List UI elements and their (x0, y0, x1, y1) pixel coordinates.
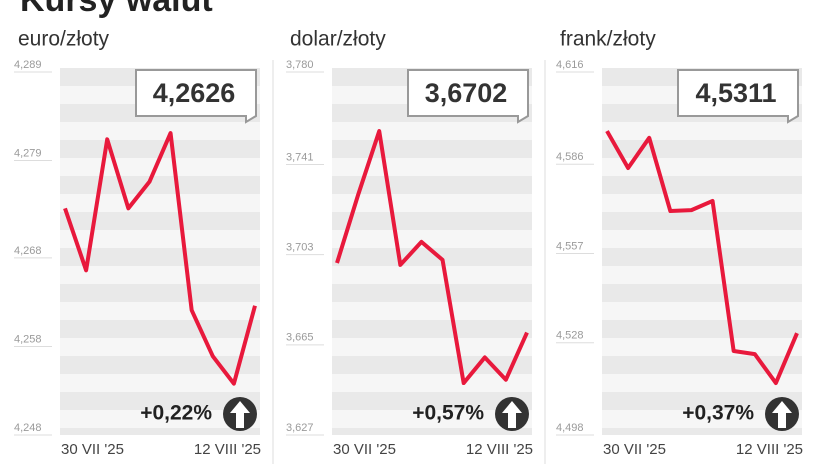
plot-stripe (60, 356, 260, 374)
line-series (63, 131, 257, 386)
plot-stripe (60, 320, 260, 338)
plot-stripe (602, 284, 802, 302)
plot-stripe (602, 212, 802, 230)
plot-stripe (602, 392, 802, 410)
plot-stripe (60, 122, 260, 140)
plot-stripe (332, 194, 532, 212)
plot-stripe (60, 158, 260, 176)
y-tick-label: 3,665 (286, 332, 314, 344)
plot-stripe (332, 356, 532, 374)
panel-title: euro/złoty (18, 28, 110, 51)
value-box (135, 69, 257, 124)
y-tick-label: 3,627 (286, 422, 314, 434)
plot-stripe (602, 176, 802, 194)
up-arrow-icon (502, 401, 522, 428)
plot-stripe (602, 158, 802, 176)
x-tick-label: 12 VIII '25 (194, 441, 261, 458)
y-tick-label: 4,528 (556, 330, 584, 342)
value-box-label: 4,2626 (153, 78, 236, 108)
plot-stripe (602, 230, 802, 248)
y-tick-label: 3,741 (286, 151, 314, 163)
up-arrow-icon (772, 401, 792, 428)
y-tick-label: 3,780 (286, 59, 314, 71)
plot-stripe (332, 248, 532, 266)
y-tick-label: 4,616 (556, 59, 584, 71)
plot-stripe (60, 230, 260, 248)
plot-stripe (60, 410, 260, 428)
panel-title: dolar/złoty (290, 28, 386, 51)
y-tick-label: 4,498 (556, 422, 584, 434)
plot-stripe (332, 338, 532, 356)
line-series (335, 129, 529, 386)
y-tick-label: 4,268 (14, 245, 42, 257)
plot-stripe (602, 374, 802, 392)
x-tick-label: 30 VII '25 (333, 441, 396, 458)
value-box (407, 69, 529, 124)
plot-stripe (60, 428, 260, 435)
y-tick-label: 4,289 (14, 59, 42, 71)
line-series (605, 130, 799, 386)
y-tick-label: 4,248 (14, 422, 42, 434)
x-tick-label: 30 VII '25 (61, 441, 124, 458)
plot-stripe (602, 320, 802, 338)
plot-stripe (602, 338, 802, 356)
plot-stripe (60, 266, 260, 284)
plot-stripe (60, 338, 260, 356)
value-box-label: 3,6702 (425, 78, 508, 108)
plot-stripe (332, 284, 532, 302)
plot-stripe (602, 248, 802, 266)
plot-stripe (602, 266, 802, 284)
plot-stripe (60, 248, 260, 266)
plot-stripe (602, 428, 802, 435)
plot-stripe (332, 266, 532, 284)
plot-stripe (60, 392, 260, 410)
x-tick-label: 12 VIII '25 (466, 441, 533, 458)
plot-stripe (602, 356, 802, 374)
y-tick-label: 4,258 (14, 333, 42, 345)
plot-stripe (332, 320, 532, 338)
change-label: +0,57% (412, 402, 484, 425)
y-tick-label: 4,279 (14, 147, 42, 159)
plot-stripe (60, 194, 260, 212)
plot-stripe (602, 122, 802, 140)
plot-stripe (60, 176, 260, 194)
value-box (677, 69, 799, 124)
plot-stripe (332, 392, 532, 410)
plot-stripe (60, 212, 260, 230)
plot-stripe (602, 140, 802, 158)
plot-stripe (332, 158, 532, 176)
panel-title: frank/złoty (560, 28, 656, 51)
plot-stripe (60, 284, 260, 302)
plot-stripe (332, 428, 532, 435)
plot-stripe (602, 410, 802, 428)
plot-stripe (332, 230, 532, 248)
plot-stripe (60, 302, 260, 320)
page-title: Kursy walut (20, 0, 213, 19)
plot-stripe (60, 374, 260, 392)
y-tick-label: 3,703 (286, 242, 314, 254)
y-tick-label: 4,557 (556, 240, 584, 252)
plot-stripe (332, 212, 532, 230)
plot-stripe (332, 374, 532, 392)
up-arrow-icon (230, 401, 250, 428)
y-tick-label: 4,586 (556, 151, 584, 163)
plot-stripe (602, 302, 802, 320)
change-label: +0,37% (682, 402, 754, 425)
plot-stripe (602, 194, 802, 212)
change-label: +0,22% (140, 402, 212, 425)
plot-stripe (332, 410, 532, 428)
x-tick-label: 30 VII '25 (603, 441, 666, 458)
plot-stripe (332, 302, 532, 320)
plot-stripe (332, 176, 532, 194)
x-tick-label: 12 VIII '25 (736, 441, 803, 458)
plot-stripe (332, 122, 532, 140)
plot-stripe (332, 140, 532, 158)
value-box-label: 4,5311 (695, 78, 776, 108)
